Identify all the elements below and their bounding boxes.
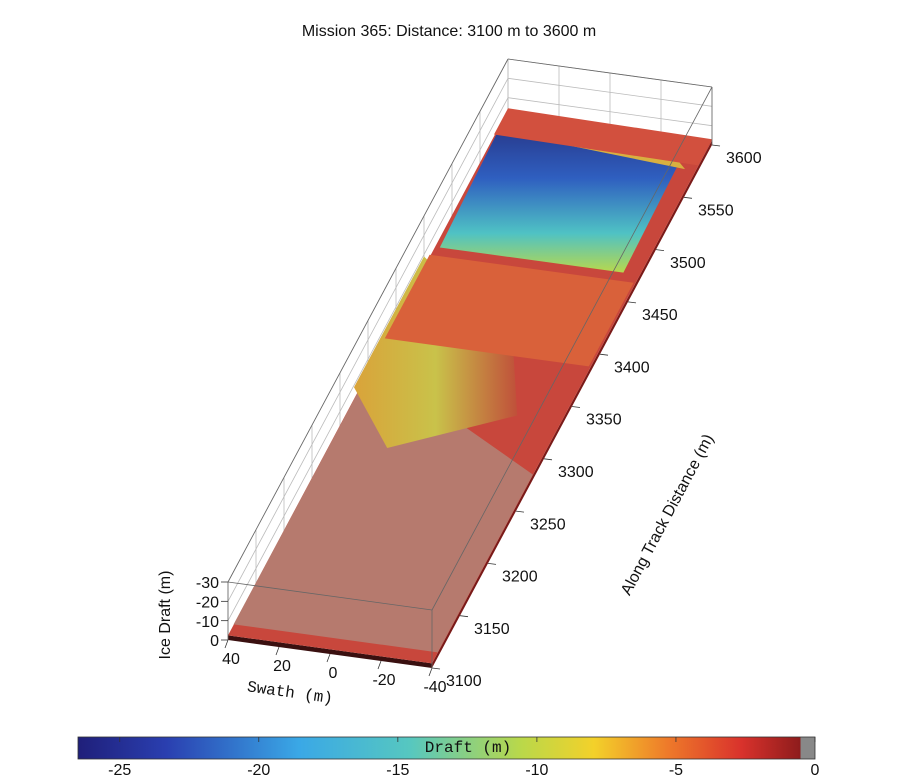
y-tick xyxy=(683,196,693,199)
z-tick-label: -20 xyxy=(196,595,219,612)
box-edge xyxy=(507,58,713,88)
x-tick xyxy=(377,660,382,670)
surface-patch xyxy=(354,256,518,448)
y-tick xyxy=(655,249,665,251)
y-tick xyxy=(599,353,609,356)
box-edge xyxy=(431,86,713,611)
surface xyxy=(228,108,712,669)
y-tick-label: 3400 xyxy=(614,359,650,376)
x-tick xyxy=(224,639,229,649)
y-tick-label: 3350 xyxy=(586,412,622,429)
y-tick xyxy=(627,301,637,304)
box-edge xyxy=(227,58,509,583)
y-tick-label: 3450 xyxy=(642,307,678,324)
surface-patch xyxy=(384,254,634,367)
colorbar-tick-label: 0 xyxy=(811,762,820,779)
y-tick-label: 3600 xyxy=(726,150,762,167)
x-tick xyxy=(326,653,331,663)
y-tick xyxy=(543,458,553,461)
y-tick xyxy=(459,615,469,618)
y-tick-label: 3550 xyxy=(698,203,734,220)
y-tick xyxy=(515,510,525,513)
colorbar-label: Draft (m) xyxy=(425,739,511,757)
x-axis-label: Swath (m) xyxy=(246,678,334,708)
surface-skirt xyxy=(432,140,712,669)
z-axis-label: Ice Draft (m) xyxy=(157,571,174,660)
colorbar-tick-label: -5 xyxy=(669,762,683,779)
y-tick-label: 3300 xyxy=(558,464,594,481)
y-tick-label: 3100 xyxy=(446,673,482,690)
colorbar-tick-label: -10 xyxy=(525,762,548,779)
x-tick xyxy=(275,646,280,656)
surface-patch xyxy=(494,108,712,166)
z-tick-label: 0 xyxy=(210,633,219,650)
z-tick-label: -10 xyxy=(196,614,219,631)
y-axis-label: Along Track Distance (m) xyxy=(618,432,717,599)
y-tick-label: 3500 xyxy=(670,255,706,272)
x-tick xyxy=(428,667,433,677)
y-tick xyxy=(571,406,581,408)
x-tick-label: -40 xyxy=(423,679,446,696)
x-tick-label: -20 xyxy=(372,672,395,689)
surface-patch xyxy=(233,362,533,653)
x-tick-label: 40 xyxy=(222,651,240,668)
box-edge xyxy=(227,581,433,611)
y-tick xyxy=(487,563,497,565)
y-tick-label: 3250 xyxy=(530,516,566,533)
z-tick-label: -30 xyxy=(196,575,219,592)
x-tick-label: 0 xyxy=(329,665,338,682)
x-tick-label: 20 xyxy=(273,658,291,675)
colorbar-tick-label: -25 xyxy=(108,762,131,779)
y-tick-label: 3150 xyxy=(474,621,510,638)
grid-line xyxy=(227,78,509,602)
axes: 3100 3150 3200 3250 3300 3350 3400 3450 3500 3550… xyxy=(196,58,762,696)
y-tick xyxy=(711,144,721,147)
y-tick xyxy=(431,667,441,670)
chart-title: Mission 365: Distance: 3100 m to 3600 m xyxy=(302,23,596,40)
surface-skirt xyxy=(228,635,432,668)
y-tick-label: 3200 xyxy=(502,569,538,586)
colorbar-tick-label: -15 xyxy=(386,762,409,779)
grid-line xyxy=(227,97,509,621)
colorbar xyxy=(77,736,816,760)
colorbar-tick-label: -20 xyxy=(247,762,270,779)
